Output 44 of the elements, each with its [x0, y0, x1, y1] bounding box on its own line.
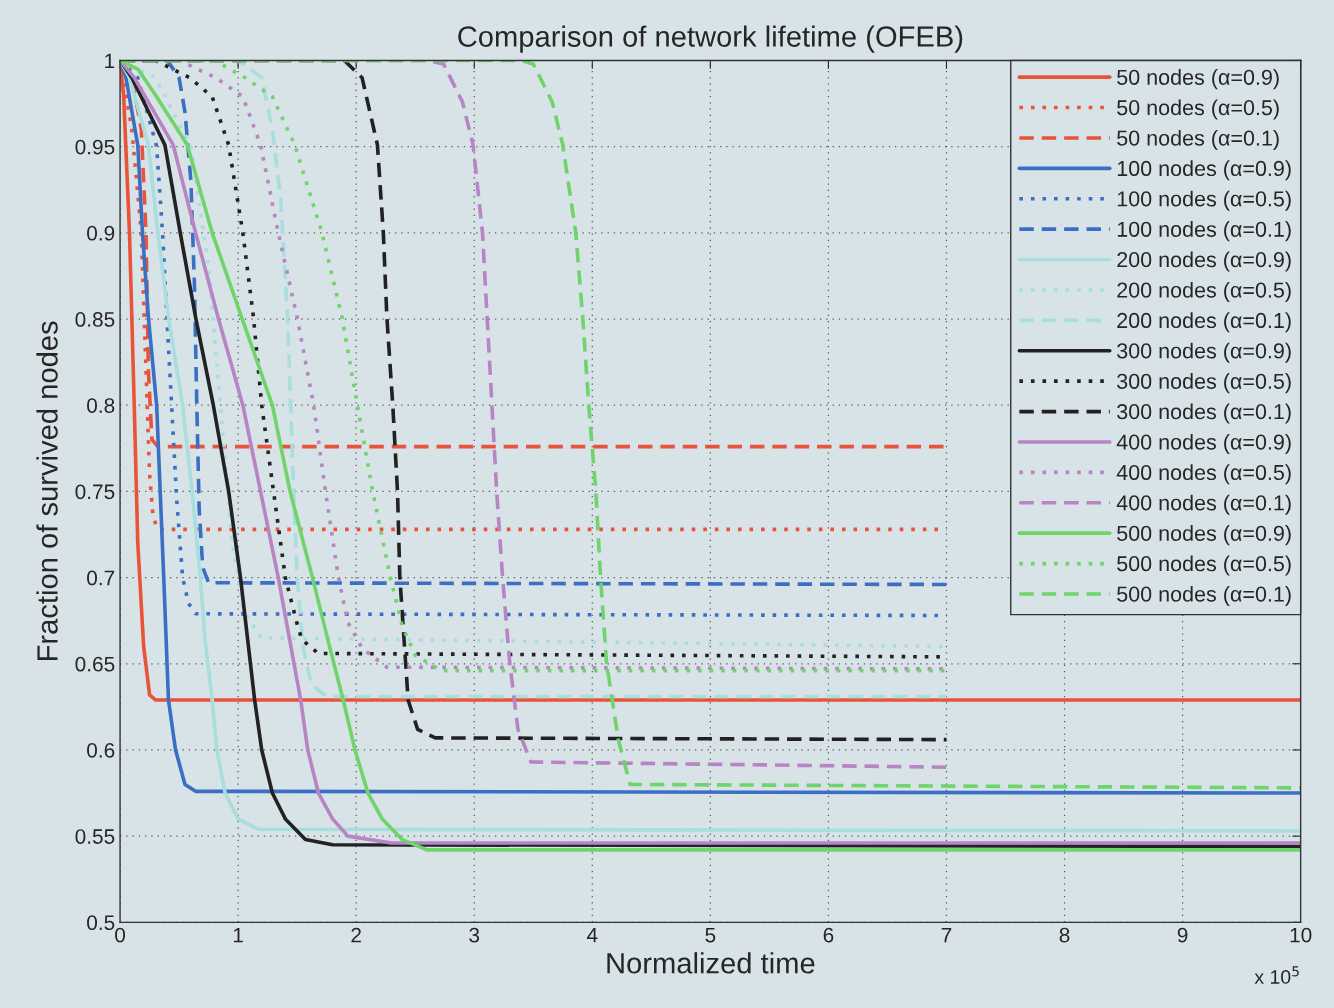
x-axis-title: Normalized time	[607, 952, 815, 974]
legend-label: 300 nodes (α=0.1)	[1117, 403, 1291, 424]
legend-label: 200 nodes (α=0.1)	[1117, 312, 1291, 333]
legend-label: 50 nodes (α=0.5)	[1117, 99, 1279, 120]
x-tick-label: 8	[1059, 927, 1070, 943]
legend-label: 500 nodes (α=0.1)	[1117, 585, 1291, 606]
legend-label: 200 nodes (α=0.9)	[1117, 251, 1291, 272]
y-tick-label: 0.55	[75, 829, 115, 844]
legend-label: 400 nodes (α=0.1)	[1116, 494, 1291, 515]
x-tick-label: 6	[823, 927, 834, 943]
legend-label: 500 nodes (α=0.9)	[1117, 525, 1291, 546]
x-tick-label: 1	[233, 927, 243, 943]
x-tick-label: 4	[586, 927, 598, 943]
x-tick-label: 3	[469, 927, 480, 943]
legend-label: 100 nodes (α=0.5)	[1117, 190, 1291, 211]
legend-label: 400 nodes (α=0.5)	[1116, 464, 1291, 485]
x-tick-label: 7	[941, 927, 952, 943]
y-tick-label: 0.6	[87, 742, 115, 758]
legend-label: 200 nodes (α=0.5)	[1117, 281, 1291, 302]
x-tick-label: 5	[705, 927, 716, 943]
chart-title: Comparison of network lifetime (OFEB)	[458, 25, 963, 53]
y-tick-label: 1	[105, 53, 115, 69]
y-tick-label: 0.65	[75, 656, 115, 672]
y-tick-label: 0.5	[87, 915, 115, 931]
x-tick-label: 10	[1290, 927, 1312, 943]
x-tick-label: 2	[351, 927, 361, 943]
legend-label: 300 nodes (α=0.5)	[1117, 373, 1291, 394]
legend-label: 300 nodes (α=0.9)	[1117, 342, 1291, 363]
y-tick-label: 0.75	[75, 484, 115, 500]
y-axis-title: Fraction of survived nodes	[36, 321, 58, 661]
x-tick-label: 0	[115, 927, 126, 943]
legend-label: 50 nodes (α=0.9)	[1117, 69, 1279, 90]
y-tick-label: 0.95	[75, 139, 115, 155]
legend-label: 50 nodes (α=0.1)	[1117, 129, 1279, 150]
text: x 10$^{5}$	[1254, 966, 1299, 984]
y-tick-label: 0.9	[87, 225, 115, 241]
y-tick-label: 0.85	[75, 312, 115, 327]
x-tick-label: 9	[1177, 927, 1188, 943]
legend-label: 400 nodes (α=0.9)	[1116, 433, 1291, 454]
legend-label: 100 nodes (α=0.1)	[1117, 221, 1291, 242]
legend-label: 100 nodes (α=0.9)	[1117, 160, 1291, 181]
y-tick-label: 0.8	[87, 398, 115, 413]
legend-label: 500 nodes (α=0.5)	[1117, 555, 1291, 576]
y-tick-label: 0.7	[87, 570, 115, 586]
